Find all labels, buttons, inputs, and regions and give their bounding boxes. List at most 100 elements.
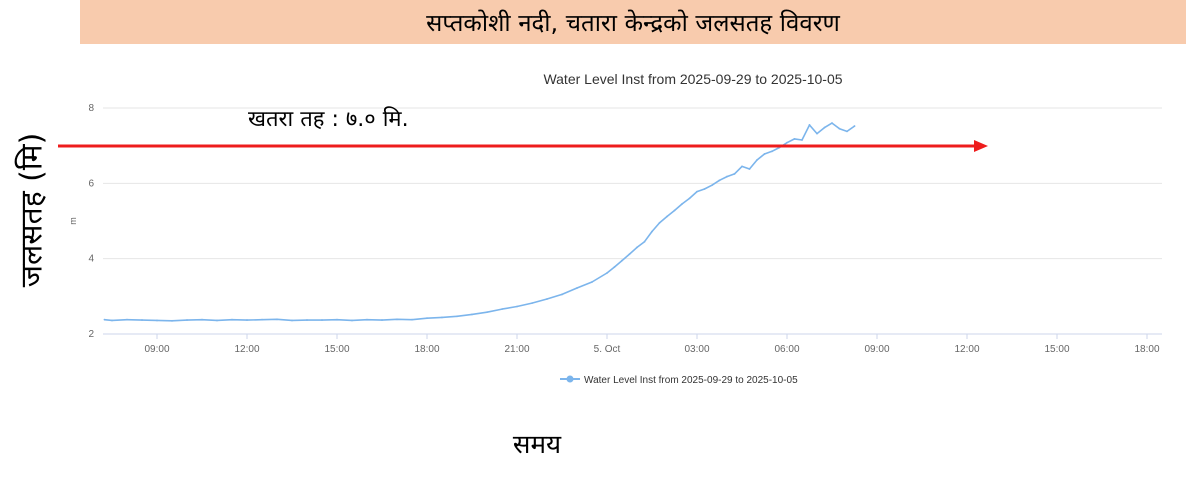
data-point: [471, 313, 473, 316]
x-axis-ticks: 09:00 12:00 15:00 18:00 21:00 5. Oct 03:00 06:0…: [144, 334, 1160, 355]
data-point: [816, 132, 818, 135]
x-tick-label-11: 18:00: [1134, 344, 1159, 355]
y-tick-label-6: 6: [88, 178, 94, 189]
y-tick-label-8: 8: [88, 103, 94, 114]
data-point: [628, 253, 631, 256]
data-point: [591, 281, 593, 283]
x-tick-label-10: 15:00: [1044, 344, 1069, 355]
data-point: [636, 246, 638, 249]
data-point: [366, 318, 368, 321]
data-point: [681, 203, 683, 205]
data-point: [733, 173, 736, 175]
legend-marker-swatch: [566, 375, 574, 383]
data-point: [741, 165, 743, 168]
data-point: [846, 130, 848, 133]
data-point: [441, 316, 443, 319]
data-point: [546, 298, 548, 300]
data-point: [381, 319, 383, 321]
data-point: [711, 184, 713, 187]
data-point: [396, 318, 398, 321]
x-tick-label-5: 5. Oct: [594, 344, 621, 355]
data-point: [793, 137, 796, 140]
data-point: [771, 150, 773, 153]
data-point: [703, 188, 706, 190]
data-point: [763, 153, 766, 155]
data-point: [673, 209, 676, 212]
data-point: [216, 319, 218, 322]
data-point: [111, 319, 113, 322]
data-point: [171, 319, 173, 322]
danger-level-layer: [58, 140, 988, 152]
danger-level-arrow-head: [974, 140, 988, 152]
data-point: [246, 319, 248, 321]
data-point: [696, 190, 698, 193]
data-point: [156, 319, 158, 322]
data-point: [516, 305, 518, 308]
data-point: [643, 240, 646, 243]
x-tick-label-8: 09:00: [864, 344, 889, 355]
series-layer: [103, 122, 856, 322]
data-point: [561, 293, 563, 296]
data-point: [718, 179, 721, 182]
data-point: [666, 215, 668, 218]
data-point: [336, 318, 338, 321]
x-tick-label-2: 15:00: [324, 344, 349, 355]
data-point: [801, 139, 803, 141]
data-point: [276, 318, 278, 321]
title-banner: सप्तकोशी नदी, चतारा केन्द्रको जलसतह विवर…: [80, 0, 1186, 44]
data-point: [186, 319, 188, 321]
data-point: [141, 319, 143, 321]
data-point: [321, 319, 323, 321]
grid-lines: [103, 107, 1162, 335]
y-tick-label-2: 2: [88, 329, 94, 340]
data-point: [201, 318, 203, 321]
y-tick-label-4: 4: [88, 254, 94, 265]
series-line-0: [104, 122, 855, 322]
y-axis-ticks: 2 4 6 8: [88, 103, 94, 340]
data-point: [726, 175, 728, 178]
data-point: [621, 259, 623, 262]
data-point: [613, 266, 616, 268]
chart-title: Water Level Inst from 2025-09-29 to 2025…: [543, 71, 842, 87]
data-point: [786, 141, 788, 144]
chart-legend[interactable]: Water Level Inst from 2025-09-29 to 2025…: [560, 375, 798, 386]
data-point: [411, 318, 413, 321]
data-point: [748, 168, 751, 170]
data-point: [808, 124, 811, 126]
data-point: [651, 230, 653, 233]
legend-label: Water Level Inst from 2025-09-29 to 2025…: [584, 375, 798, 386]
data-point: [103, 318, 106, 321]
x-tick-label-1: 12:00: [234, 344, 259, 355]
data-point: [291, 319, 293, 322]
data-point: [823, 126, 826, 129]
data-point: [306, 319, 308, 321]
x-tick-label-4: 21:00: [504, 344, 529, 355]
data-point: [231, 318, 233, 321]
data-point: [853, 125, 856, 127]
x-axis-label-nepali: समय: [512, 430, 562, 460]
data-point: [688, 197, 691, 200]
data-point: [831, 122, 833, 124]
x-tick-label-0: 09:00: [144, 344, 169, 355]
data-point: [486, 311, 488, 314]
banner-title: सप्तकोशी नदी, चतारा केन्द्रको जलसतह विवर…: [426, 8, 840, 37]
data-point: [261, 318, 263, 321]
data-point: [351, 319, 353, 322]
data-point: [531, 302, 533, 305]
data-point: [606, 272, 608, 274]
data-point: [456, 315, 458, 318]
data-point: [756, 159, 758, 161]
data-point: [838, 127, 841, 130]
data-point: [126, 318, 128, 321]
data-point: [426, 317, 428, 320]
y-axis-unit: m: [68, 217, 78, 225]
x-tick-label-7: 06:00: [774, 344, 799, 355]
x-tick-label-6: 03:00: [684, 344, 709, 355]
x-tick-label-3: 18:00: [414, 344, 439, 355]
x-tick-label-9: 12:00: [954, 344, 979, 355]
data-point: [658, 221, 661, 224]
danger-level-label: खतरा तह : ७.० मि.: [248, 107, 409, 132]
data-point: [576, 287, 578, 289]
data-point: [501, 308, 503, 311]
